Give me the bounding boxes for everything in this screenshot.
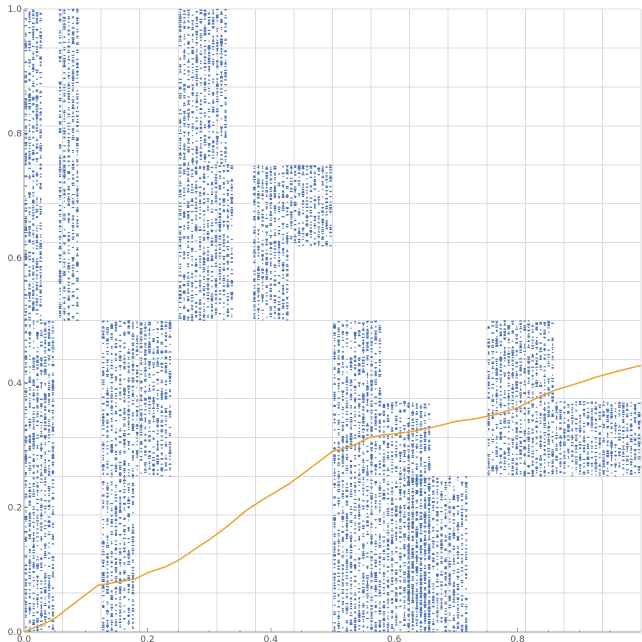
y-tick-label: 1.0	[8, 5, 23, 15]
x-tick-label: 0.8	[510, 635, 525, 642]
point-cluster	[289, 164, 333, 247]
x-tick-label: 0.6	[387, 635, 402, 642]
tick-labels: 0.0 0.2 0.4 0.6 0.8 0.0 0.2 0.4 0.6 0.8 1.0	[8, 5, 525, 642]
x-tick-label: 0.0	[17, 635, 32, 642]
y-tick-label: 0.0	[8, 628, 23, 638]
x-tick-label: 0.4	[264, 635, 279, 642]
y-tick-label: 0.8	[8, 130, 23, 140]
point-cluster	[178, 8, 203, 166]
point-cluster	[58, 8, 79, 322]
x-tick-label: 0.2	[140, 635, 154, 642]
point-cluster	[203, 8, 227, 164]
point-cluster	[178, 164, 234, 321]
y-tick-label: 0.6	[8, 254, 23, 264]
point-cluster	[252, 165, 289, 321]
y-tick-label: 0.2	[8, 503, 22, 513]
y-tick-label: 0.4	[8, 379, 23, 389]
grid-lines	[23, 8, 642, 633]
point-cluster	[24, 9, 43, 321]
scatter-series	[24, 8, 641, 633]
point-cluster	[24, 320, 55, 632]
